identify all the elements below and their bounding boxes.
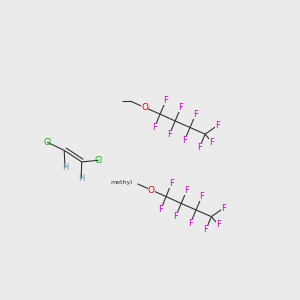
Text: F: F — [178, 103, 183, 112]
Text: F: F — [173, 212, 178, 221]
Text: F: F — [164, 96, 168, 105]
Text: Cl: Cl — [43, 138, 51, 147]
Text: Cl: Cl — [94, 156, 103, 165]
Text: O: O — [141, 103, 148, 112]
Text: H: H — [62, 163, 68, 172]
Text: F: F — [193, 110, 198, 119]
Text: F: F — [158, 205, 163, 214]
Text: methyl: methyl — [111, 180, 133, 185]
Text: H: H — [78, 174, 84, 183]
Text: F: F — [167, 130, 172, 139]
Text: F: F — [215, 121, 220, 130]
Text: F: F — [182, 136, 187, 145]
Text: F: F — [197, 143, 202, 152]
Text: F: F — [188, 219, 193, 228]
Text: F: F — [209, 138, 214, 147]
Text: F: F — [152, 123, 157, 132]
Text: F: F — [216, 220, 221, 229]
Text: F: F — [184, 186, 189, 195]
Text: F: F — [203, 225, 208, 234]
Text: F: F — [199, 192, 204, 201]
Text: O: O — [148, 186, 155, 195]
Text: F: F — [221, 204, 226, 213]
Text: F: F — [169, 179, 174, 188]
